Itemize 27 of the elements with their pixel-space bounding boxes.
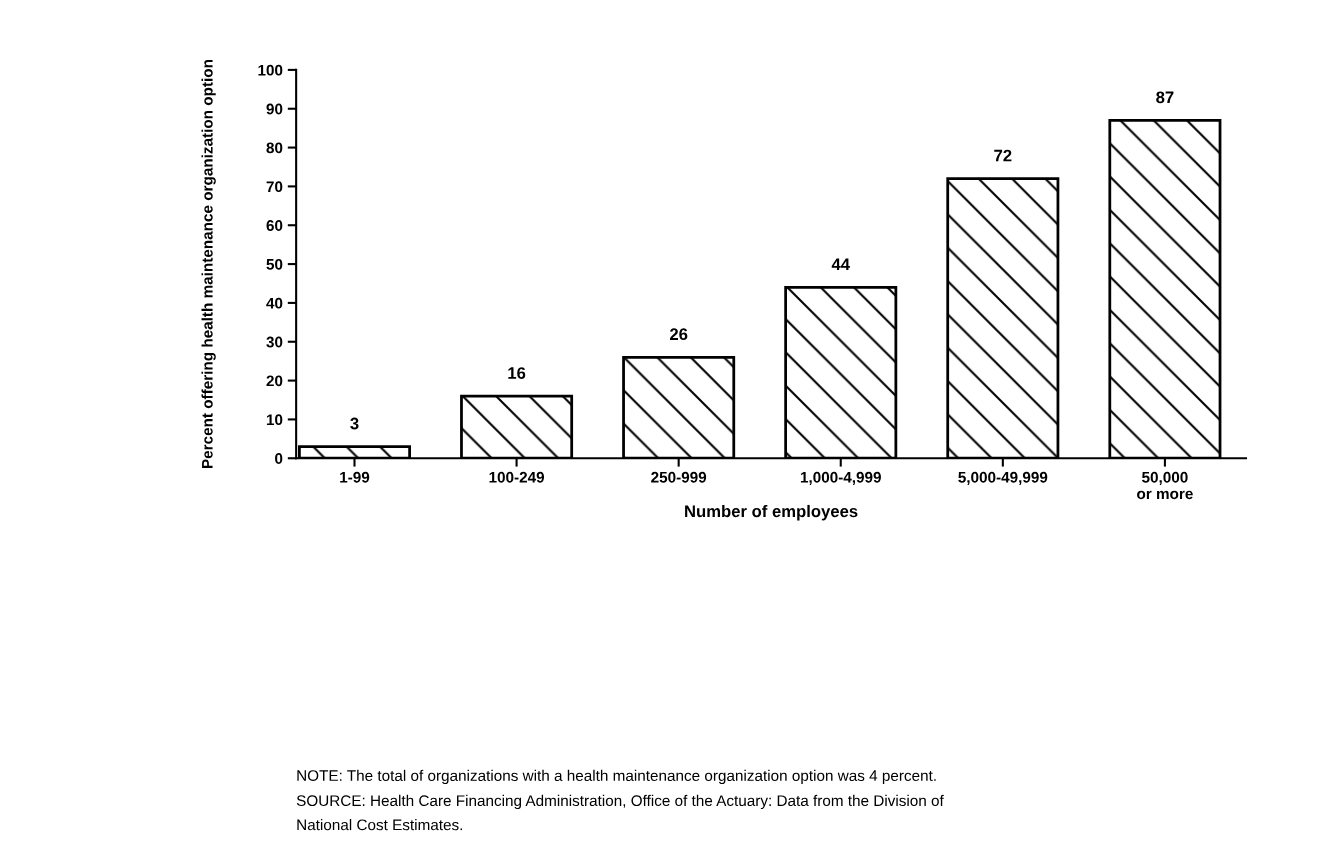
y-tick-label: 70 — [266, 181, 283, 193]
y-tick-label: 40 — [266, 297, 283, 309]
y-tick-label: 80 — [266, 142, 283, 154]
data-label: 44 — [831, 258, 850, 271]
text: NOTE: The total of organizations with a health maintenance organization option was 4 percent. — [297, 769, 936, 785]
y-tick-label: 90 — [266, 103, 283, 115]
y-tick-label: 100 — [258, 64, 283, 76]
y-tick-label: 60 — [266, 220, 283, 231]
y-tick-label: 0 — [275, 453, 283, 464]
x-tick-label: 5,000-49,999 — [958, 471, 1048, 485]
data-label: 16 — [508, 367, 526, 379]
data-label: 87 — [1156, 91, 1174, 104]
x-tick-label: 1,000-4,999 — [800, 471, 881, 485]
x-tick-label: 250-999 — [651, 471, 707, 483]
y-tick-label: 50 — [266, 258, 283, 270]
x-tick-label: 100-249 — [489, 471, 545, 483]
y-tick-label: 20 — [266, 375, 283, 387]
y-tick-label: 30 — [266, 336, 283, 348]
x-axis-title: Number of employees — [685, 504, 858, 521]
y-axis-title: Percent offering health maintenance organization option — [201, 60, 216, 469]
data-label: 3 — [350, 417, 359, 430]
x-tick-label: 1-99 — [340, 471, 370, 483]
y-tick-label: 10 — [266, 414, 283, 426]
source-note: SOURCE: Health Care Financing Administration, Office of the Actuary: Data from the Division of National Cost Estimates. — [296, 794, 944, 831]
data-label: 72 — [994, 149, 1012, 162]
x-tick-label: 50,000 or more — [1137, 471, 1193, 500]
data-label: 26 — [669, 328, 688, 341]
